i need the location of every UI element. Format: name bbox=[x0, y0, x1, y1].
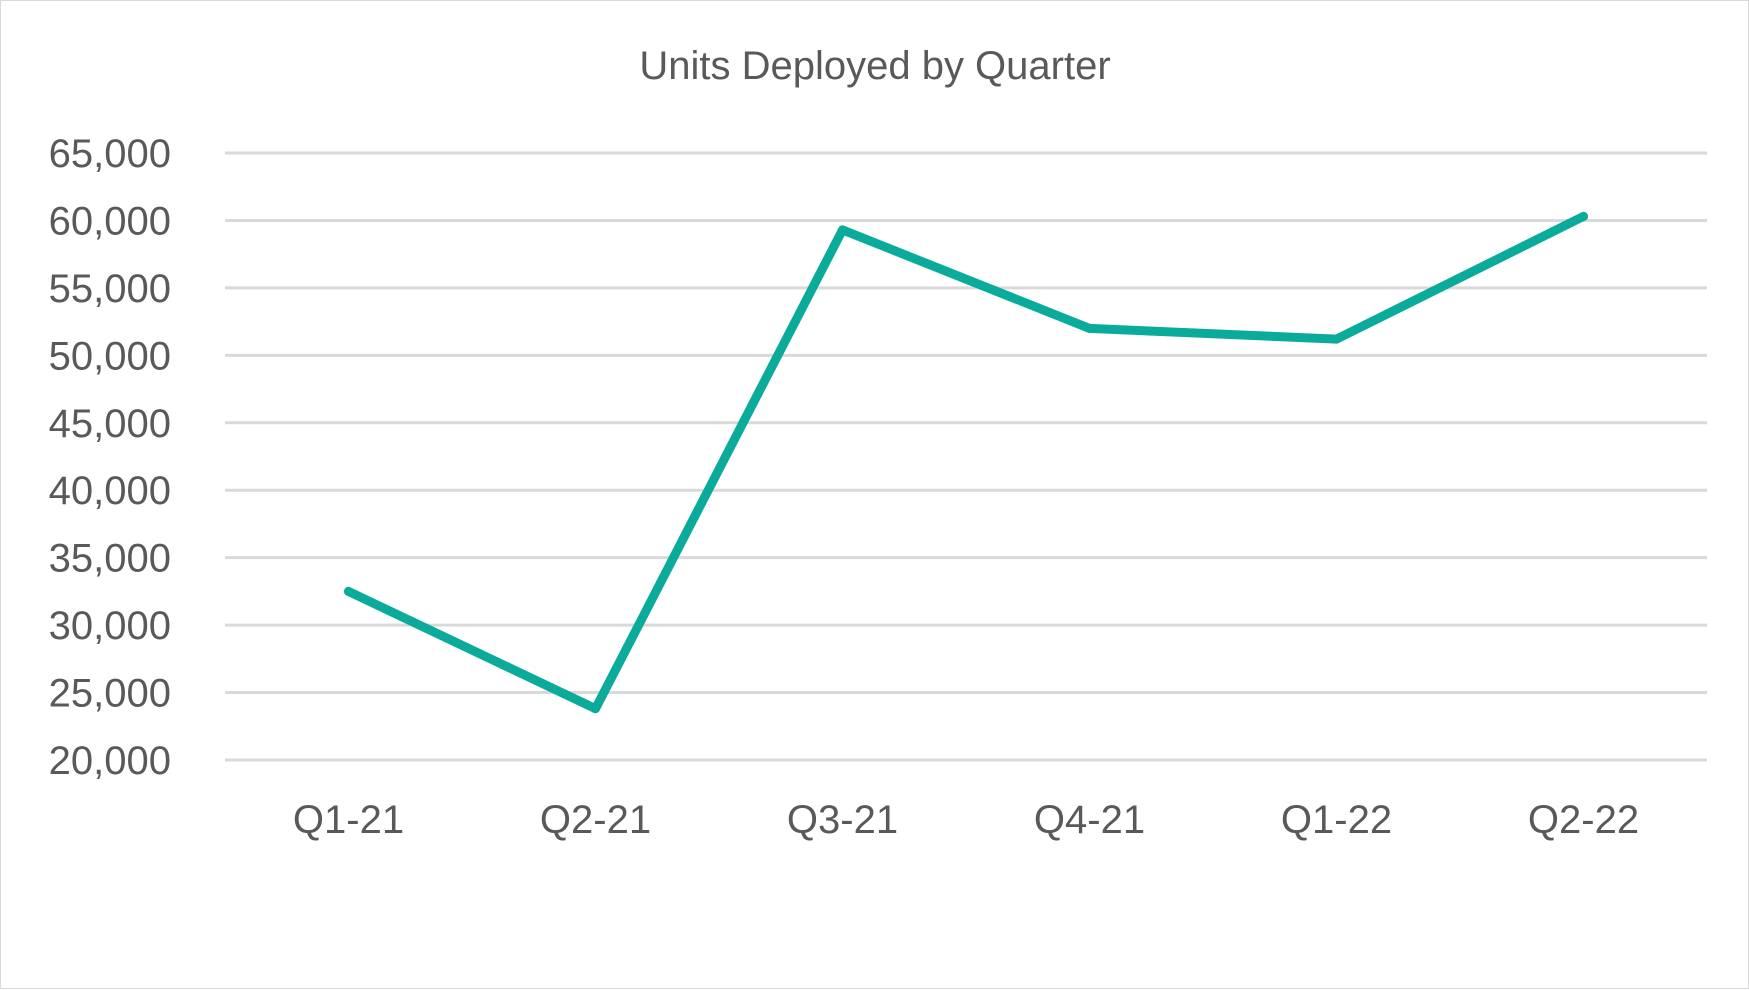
data-point bbox=[591, 704, 600, 714]
x-tick-label: Q2-22 bbox=[1528, 798, 1639, 842]
x-tick-label: Q1-21 bbox=[293, 798, 404, 842]
x-tick-label: Q2-21 bbox=[540, 798, 651, 842]
x-axis-tick-labels: Q1-21 Q2-21 Q3-21 Q4-21 Q1-22 Q2-22 bbox=[293, 798, 1639, 842]
y-tick-label: 45,000 bbox=[49, 402, 171, 446]
y-tick-label: 65,000 bbox=[49, 132, 171, 176]
data-point bbox=[1332, 334, 1341, 344]
y-tick-label: 40,000 bbox=[49, 469, 171, 513]
x-tick-label: Q3-21 bbox=[787, 798, 898, 842]
y-axis-tick-labels: 20,000 25,000 30,000 35,000 40,000 45,000 50,0… bbox=[49, 132, 171, 783]
y-tick-label: 30,000 bbox=[49, 604, 171, 648]
y-tick-label: 60,000 bbox=[49, 199, 171, 243]
data-point bbox=[344, 586, 353, 596]
chart-title: Units Deployed by Quarter bbox=[639, 44, 1110, 88]
series-line bbox=[344, 211, 1588, 714]
x-tick-label: Q1-22 bbox=[1281, 798, 1392, 842]
data-point bbox=[838, 225, 847, 235]
data-point bbox=[1579, 211, 1588, 221]
data-point bbox=[1085, 323, 1094, 333]
y-tick-label: 55,000 bbox=[49, 267, 171, 311]
gridlines bbox=[225, 151, 1707, 762]
y-tick-label: 25,000 bbox=[49, 672, 171, 716]
y-tick-label: 35,000 bbox=[49, 537, 171, 581]
x-tick-label: Q4-21 bbox=[1034, 798, 1145, 842]
y-tick-label: 50,000 bbox=[49, 334, 171, 378]
series-lines bbox=[344, 211, 1588, 714]
y-tick-label: 20,000 bbox=[49, 739, 171, 783]
